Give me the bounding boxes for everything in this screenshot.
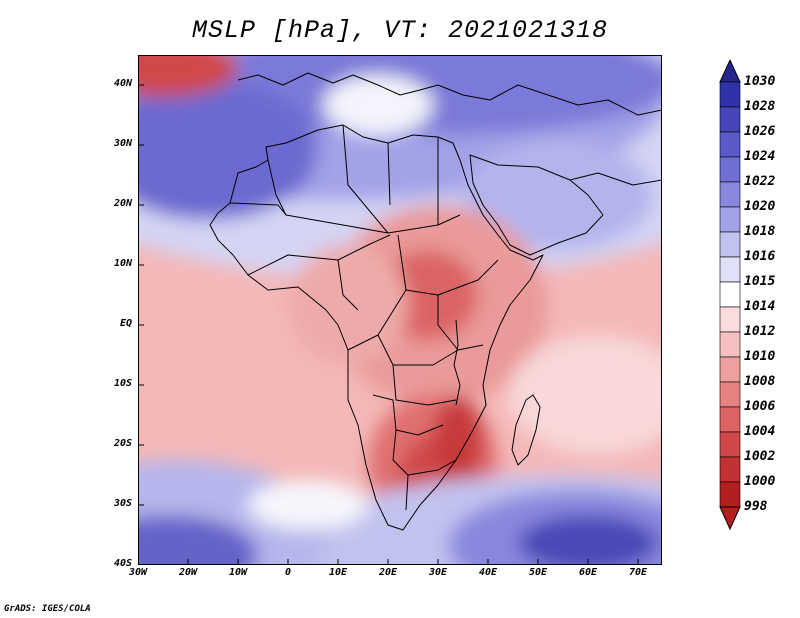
colorbar-swatch xyxy=(719,381,741,408)
colorbar-label: 1015 xyxy=(744,274,776,289)
south-atlantic-ridge xyxy=(248,480,368,530)
sahel-borders xyxy=(229,202,499,311)
coastlines xyxy=(209,72,662,531)
lon-label: 70E xyxy=(628,567,648,578)
west-high-core xyxy=(138,80,318,220)
lon-label: 20E xyxy=(378,567,398,578)
colorbar-swatch xyxy=(719,131,741,158)
europe-coast xyxy=(237,72,662,116)
lon-label: 20W xyxy=(178,567,198,578)
lat-label: 30S xyxy=(113,498,132,509)
axis-ticks xyxy=(138,84,639,565)
colorbar xyxy=(719,60,741,531)
colorbar-label: 1028 xyxy=(744,99,776,114)
lon-label: 0 xyxy=(284,567,292,578)
colorbar-label: 1002 xyxy=(744,449,776,464)
colorbar-label: 1012 xyxy=(744,324,776,339)
colorbar-swatch xyxy=(719,331,741,358)
map-title: MSLP [hPa], VT: 2021021318 xyxy=(191,16,609,45)
colorbar-label: 1014 xyxy=(744,299,776,314)
colorbar-top-arrow xyxy=(719,60,741,83)
lon-label: 10W xyxy=(228,567,248,578)
colorbar-swatch xyxy=(719,456,741,483)
colorbar-swatch xyxy=(719,481,741,508)
colorbar-label: 998 xyxy=(744,499,768,514)
colorbar-label: 1030 xyxy=(744,74,776,89)
colorbar-label: 1022 xyxy=(744,174,776,189)
arabia-outline xyxy=(469,154,604,256)
colorbar-label: 1026 xyxy=(744,124,776,139)
southern-borders xyxy=(372,394,457,511)
colorbar-swatch xyxy=(719,431,741,458)
colorbar-swatch xyxy=(719,306,741,333)
footer-credit: GrADS: IGES/COLA xyxy=(4,604,91,614)
colorbar-swatch xyxy=(719,206,741,233)
lon-label: 10E xyxy=(328,567,348,578)
lat-label: 20S xyxy=(113,438,132,449)
lat-label: EQ xyxy=(119,318,132,329)
lat-label: 10N xyxy=(113,258,132,269)
lat-label: 40S xyxy=(113,558,132,569)
med-ridge xyxy=(323,75,433,135)
colorbar-label: 1006 xyxy=(744,399,776,414)
colorbar-label: 1020 xyxy=(744,199,776,214)
mozambique-low xyxy=(433,395,483,485)
lon-label: 30E xyxy=(428,567,448,578)
south-high-core xyxy=(518,515,658,565)
colorbar-label: 1016 xyxy=(744,249,776,264)
colorbar-label: 1024 xyxy=(744,149,776,164)
colorbar-swatch xyxy=(719,156,741,183)
lat-label: 30N xyxy=(113,138,132,149)
indian-ocean-ridge xyxy=(508,335,662,455)
north-borders xyxy=(267,124,461,234)
lat-label: 20N xyxy=(113,198,132,209)
colorbar-swatch xyxy=(719,231,741,258)
iran-coast xyxy=(569,172,662,186)
colorbar-swatch xyxy=(719,181,741,208)
colorbar-swatch xyxy=(719,281,741,308)
colorbar-bottom-arrow xyxy=(719,506,741,531)
pressure-map xyxy=(138,55,662,565)
colorbar-label: 1010 xyxy=(744,349,776,364)
colorbar-swatch xyxy=(719,106,741,133)
lon-label: 60E xyxy=(578,567,598,578)
sw-high-core xyxy=(138,515,258,565)
arabia-high xyxy=(463,140,653,250)
lon-label: 30W xyxy=(128,567,148,578)
colorbar-label: 1004 xyxy=(744,424,776,439)
lat-label: 40N xyxy=(113,78,132,89)
colorbar-swatch xyxy=(719,406,741,433)
africa-outline xyxy=(209,124,544,531)
colorbar-label: 1008 xyxy=(744,374,776,389)
lon-label: 50E xyxy=(528,567,548,578)
nw-low xyxy=(138,55,238,97)
colorbar-swatch xyxy=(719,356,741,383)
colorbar-swatch xyxy=(719,81,741,108)
central-borders xyxy=(347,289,484,406)
madagascar-outline xyxy=(511,394,541,466)
great-lakes xyxy=(453,319,461,406)
equatorial-low xyxy=(288,245,408,365)
lat-label: 10S xyxy=(113,378,132,389)
lon-label: 40E xyxy=(478,567,498,578)
colorbar-label: 1000 xyxy=(744,474,776,489)
colorbar-swatch xyxy=(719,256,741,283)
map-frame xyxy=(138,55,662,565)
colorbar-label: 1018 xyxy=(744,224,776,239)
pressure-field xyxy=(138,55,662,565)
